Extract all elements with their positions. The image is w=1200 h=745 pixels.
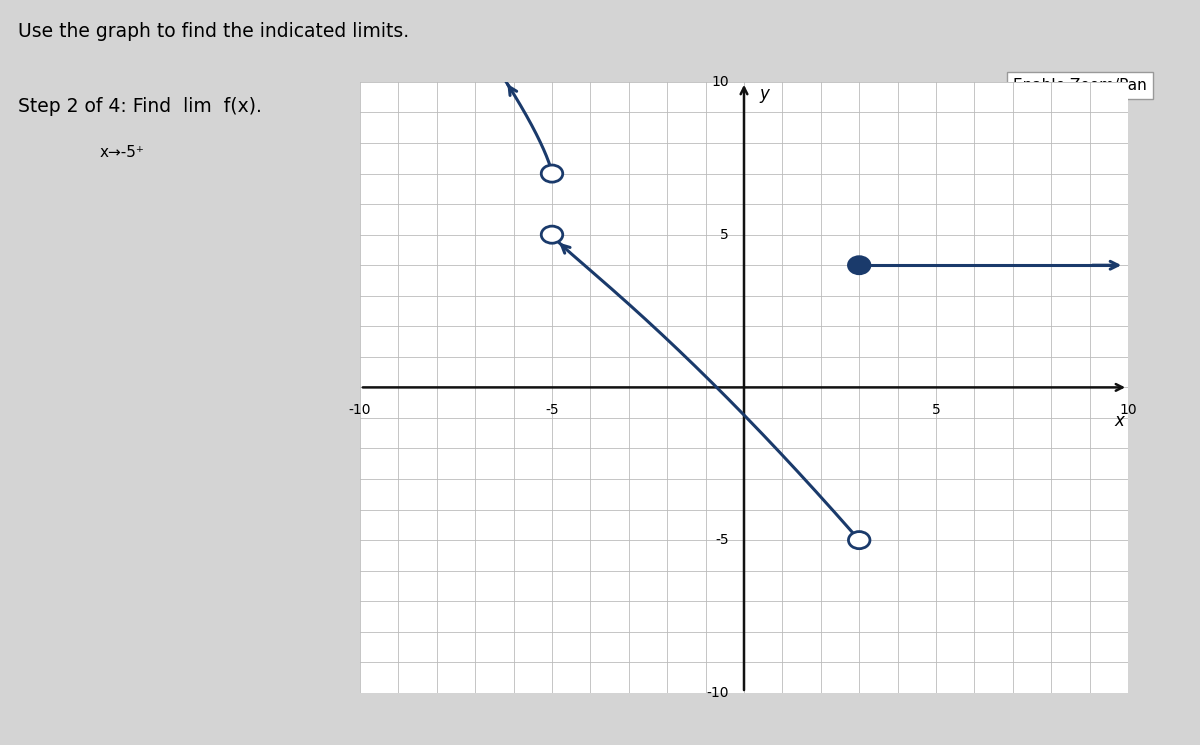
- Text: -5: -5: [545, 402, 559, 416]
- Text: -10: -10: [349, 402, 371, 416]
- Text: x→-5⁺: x→-5⁺: [100, 145, 144, 160]
- Text: Step 2 of 4: Find  lim  f(x).: Step 2 of 4: Find lim f(x).: [18, 97, 262, 116]
- Text: 5: 5: [931, 402, 941, 416]
- Text: 5: 5: [720, 228, 728, 241]
- Circle shape: [848, 257, 870, 273]
- Circle shape: [541, 165, 563, 182]
- Text: 10: 10: [1120, 402, 1136, 416]
- Text: x: x: [1115, 412, 1124, 430]
- Circle shape: [848, 532, 870, 548]
- Text: y: y: [760, 85, 769, 103]
- Text: -5: -5: [715, 533, 728, 547]
- Circle shape: [541, 226, 563, 243]
- Text: 10: 10: [712, 75, 728, 89]
- Text: Use the graph to find the indicated limits.: Use the graph to find the indicated limi…: [18, 22, 409, 42]
- Text: -10: -10: [706, 686, 728, 700]
- Text: Enable Zoom/Pan: Enable Zoom/Pan: [1013, 78, 1147, 93]
